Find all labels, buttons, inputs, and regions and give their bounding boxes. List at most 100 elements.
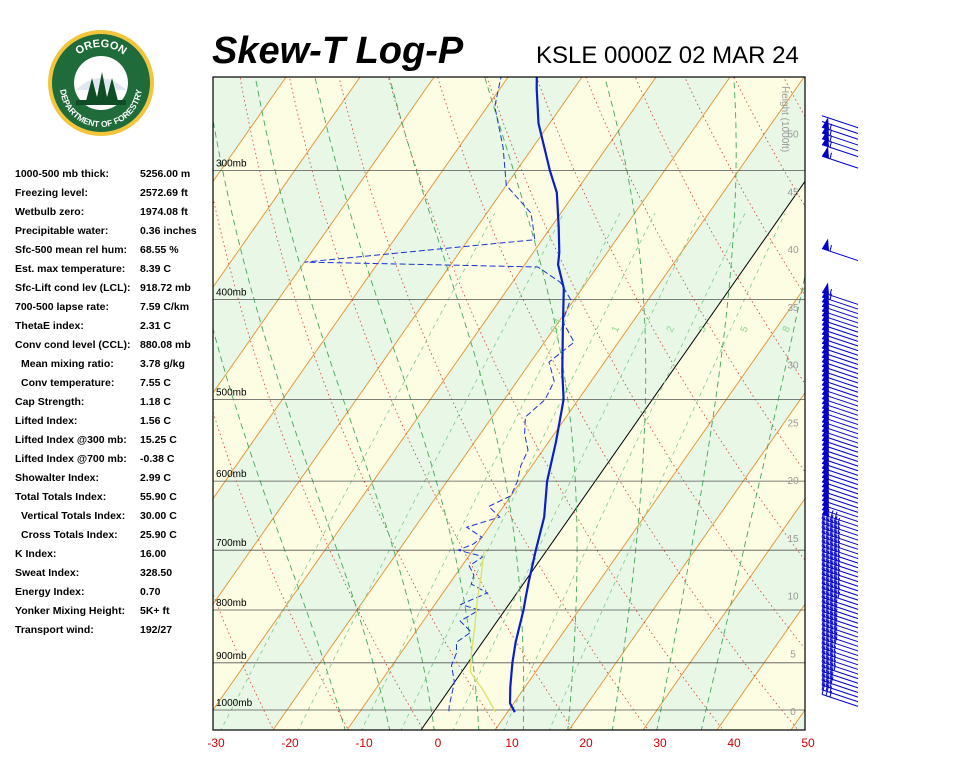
wind-barb-feather [825, 670, 830, 682]
mixing-ratio-label: 1 [610, 324, 623, 334]
wind-barb-feather [833, 594, 838, 607]
wind-barb-feather [821, 646, 826, 658]
wind-barb-feather [829, 556, 834, 568]
moist-adiabat [314, 77, 480, 730]
wind-barb-staff [821, 518, 859, 532]
wind-barb-staff [821, 555, 859, 569]
isotherm [494, 286, 805, 730]
wind-barb-half-feather [837, 582, 840, 589]
wind-barb-staff [821, 393, 859, 407]
wind-barb-feather [825, 541, 830, 553]
wind-barb-feather [829, 635, 834, 647]
wind-barb-staff [821, 301, 859, 315]
wind-barb-feather [825, 522, 830, 535]
dry-adiabat [844, 0, 960, 732]
wind-barb-half-feather [837, 554, 840, 562]
wind-barb-staff [821, 666, 859, 680]
index-value: 68.55 % [140, 244, 179, 256]
wind-barb-staff [821, 656, 859, 670]
wind-barb-feather [825, 619, 830, 632]
wind-barb [821, 618, 859, 643]
isotherm-band [791, 709, 805, 730]
wind-barb-feather [821, 526, 826, 538]
wind-barb [821, 632, 859, 657]
wind-barb-feather [829, 579, 834, 591]
wind-barb [821, 641, 859, 666]
index-label: Wetbulb zero: [15, 206, 85, 218]
wind-barb-feather [821, 674, 826, 686]
wind-barb-pennant [822, 238, 829, 251]
wind-barb-feather [833, 543, 838, 556]
wind-barb-staff [821, 495, 859, 509]
wind-barb-feather [833, 567, 838, 579]
wind-barb-staff [821, 379, 859, 393]
wind-barb-feather [821, 576, 826, 589]
wind-barb-staff [821, 138, 859, 152]
wind-barb-half-feather [837, 531, 840, 539]
wind-barb [821, 595, 859, 620]
wind-barb-feather [829, 653, 834, 665]
wind-barb-staff [821, 684, 859, 698]
wind-barb-pennant [822, 146, 829, 159]
mixing-ratio-label: 8 [781, 324, 794, 334]
mixing-ratio-label: 2 [665, 324, 678, 334]
wind-barb [821, 146, 859, 169]
wind-barb-half-feather [829, 686, 832, 693]
wind-barb-feather [829, 528, 834, 541]
dry-adiabat [338, 77, 649, 730]
index-value: 2.99 C [140, 472, 171, 484]
wind-barb-staff [821, 606, 859, 620]
wind-barb [821, 609, 859, 633]
wind-barb-half-feather [837, 591, 840, 599]
wind-barb-feather [829, 658, 834, 670]
wind-barb-staff [821, 155, 859, 169]
wind-barb-staff [821, 527, 859, 541]
index-label: Lifted Index @300 mb: [15, 434, 127, 446]
index-label: Vertical Totals Index: [21, 510, 126, 522]
wind-barb-staff [821, 305, 859, 319]
index-value: 1.18 C [140, 396, 171, 408]
wind-barb-feather [821, 600, 826, 612]
wind-barb-staff [821, 347, 859, 361]
wind-barb-half-feather [833, 655, 836, 662]
wind-barb-staff [821, 643, 859, 657]
wind-barb-feather [825, 679, 830, 692]
wind-barb-staff [821, 592, 859, 606]
wind-barb-staff [821, 509, 859, 523]
parcel-line [469, 550, 497, 713]
wind-barb-feather [829, 621, 834, 633]
wind-barb-staff [821, 532, 859, 546]
wind-barb-feather [833, 608, 838, 620]
index-value: 3.78 g/kg [140, 358, 185, 370]
wind-barb-feather [829, 514, 834, 527]
wind-barb-feather [833, 534, 838, 546]
index-value: 1974.08 ft [140, 206, 188, 218]
wind-barb-staff [821, 680, 859, 693]
dry-adiabat [0, 0, 124, 732]
wind-barb-feather [825, 615, 830, 627]
index-label: Sweat Index: [15, 567, 80, 579]
index-label: Energy Index: [15, 586, 85, 598]
wind-barb-staff [821, 476, 859, 490]
wind-barb-staff [821, 388, 859, 402]
wind-barb [821, 553, 859, 578]
index-row: Conv cond level (CCL): 880.08 mb [15, 339, 215, 358]
wind-barb-feather [833, 553, 838, 565]
stability-indices-panel: 1000-500 mb thick: 5256.00 m Freezing leve… [15, 168, 215, 643]
wind-barb [821, 650, 859, 675]
wind-barb-feather [833, 562, 838, 574]
index-value: -0.38 C [140, 453, 175, 465]
wind-barb-staff [821, 467, 859, 481]
wind-barb-feather [821, 641, 826, 653]
isotherm [865, 77, 960, 730]
wind-barb-staff [821, 310, 859, 324]
index-row: Freezing level: 2572.69 ft [15, 187, 215, 206]
wind-barb-feather [829, 616, 834, 628]
wind-barb-feather [825, 596, 830, 609]
isotherm [213, 77, 583, 606]
wind-barb-staff [821, 615, 859, 629]
index-label: ThetaE index: [15, 320, 84, 332]
wind-barb [821, 655, 859, 680]
wind-barb-feather [821, 678, 826, 690]
wind-barb [821, 613, 859, 638]
